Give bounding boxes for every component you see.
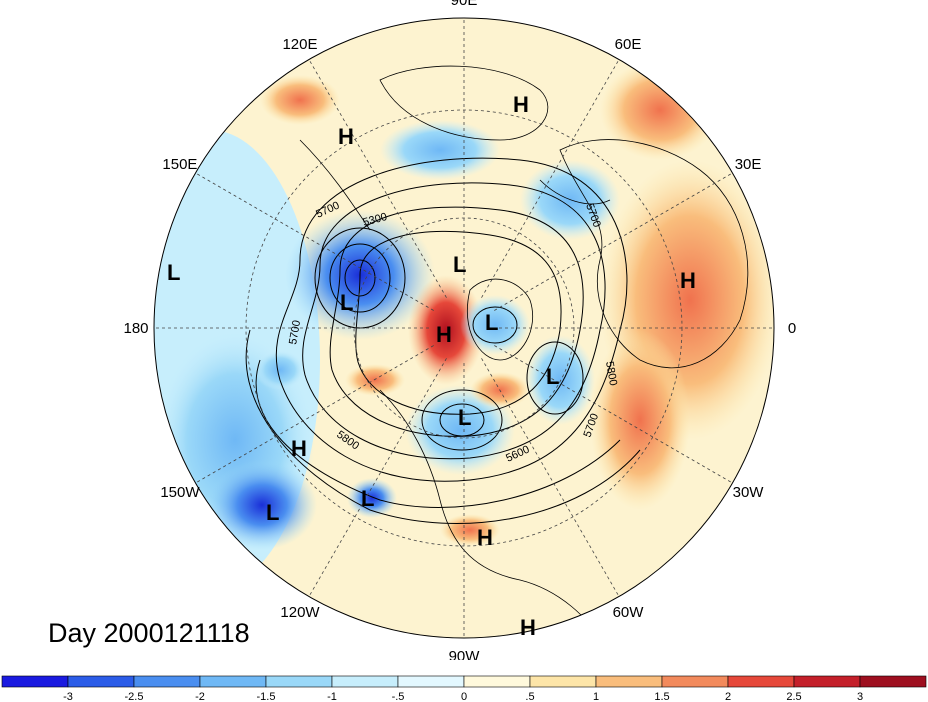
meridian-line [308,59,447,298]
contour-label: 5700 [287,319,303,345]
longitude-label: 90E [451,0,478,9]
colorbar-swatch [661,675,729,688]
map-boundary [153,17,775,639]
colorbar-tick-label: .5 [525,691,534,702]
meridian-line [481,358,620,597]
colorbar-tick-label: 0 [461,691,467,702]
pressure-center-high: H [338,124,354,149]
meridian-line [195,345,434,484]
pressure-center-low: L [453,252,466,277]
colorbar-tick-label: -2 [195,691,205,702]
longitude-labels: 90E 60E 30E 0 30W 60W 90W 120W 150W 180 150E 120E [123,0,796,660]
longitude-label: 30W [733,484,765,501]
colorbar-swatch [133,675,201,688]
colorbar-tick-label: -1.5 [257,691,276,702]
longitude-label: 30E [735,156,762,173]
colorbar-tick-label: -2.5 [125,691,144,702]
colorbar-swatch [727,675,795,688]
longitude-label: 150E [162,156,197,173]
longitude-label: 120E [282,36,317,53]
meridian-line [195,172,434,311]
colorbar-swatch [331,675,399,688]
pressure-center-high: H [513,92,529,117]
colorbar-swatch [529,675,597,688]
colorbar-tick-label: -.5 [392,691,405,702]
colorbar-swatch [67,675,135,688]
colorbar-swatch [397,675,465,688]
contour-label: 5800 [603,360,619,386]
polar-map: 5700 5300 5700 5700 5800 5700 5800 5600 … [123,0,796,660]
pressure-center-high: H [477,525,493,550]
longitude-label: 90W [449,648,481,660]
pressure-centers: H H L L L H L H L L H L L H H [167,92,696,640]
colorbar-tick-label: -3 [63,691,73,702]
longitude-label: 0 [788,320,796,337]
pressure-center-low: L [167,260,180,285]
coastlines [299,65,749,638]
colorbar-tick-label: 1 [593,691,599,702]
day-title: Day 2000121118 [48,618,250,648]
graticule [154,18,774,638]
colorbar-tick-label: 1.5 [654,691,669,702]
colorbar-tick-label: 2 [725,691,731,702]
colorbar-swatch [1,675,69,688]
pressure-center-high: H [436,322,452,347]
colorbar-tick-label: -1 [327,691,337,702]
pressure-center-low: L [266,500,279,525]
longitude-label: 150W [160,484,200,501]
longitude-label: 180 [123,320,148,337]
pressure-center-low: L [340,290,353,315]
colorbar-swatch [595,675,663,688]
meridian-line [494,172,733,311]
colorbar-swatch [859,675,927,688]
longitude-label: 60W [613,604,645,621]
pressure-center-high: H [291,436,307,461]
longitude-label: 60E [615,36,642,53]
pressure-center-low: L [546,364,559,389]
meridian-line [494,345,733,484]
meridian-line [481,59,620,298]
colorbar-swatch [793,675,861,688]
longitude-label: 120W [280,604,320,621]
pressure-center-high: H [680,268,696,293]
colorbar-swatch [199,675,267,688]
pressure-center-low: L [361,486,374,511]
colorbar-tick-label: 2.5 [786,691,801,702]
colorbar: -3 -2.5 -2 -1.5 -1 -.5 0 .5 1 1.5 2 2.5 3 [1,675,927,702]
pressure-center-low: L [485,310,498,335]
pressure-center-high: H [520,615,536,640]
colorbar-swatch [265,675,333,688]
colorbar-tick-label: 3 [857,691,863,702]
meridian-line [308,358,447,597]
pressure-center-low: L [458,405,471,430]
colorbar-swatch [463,675,531,688]
